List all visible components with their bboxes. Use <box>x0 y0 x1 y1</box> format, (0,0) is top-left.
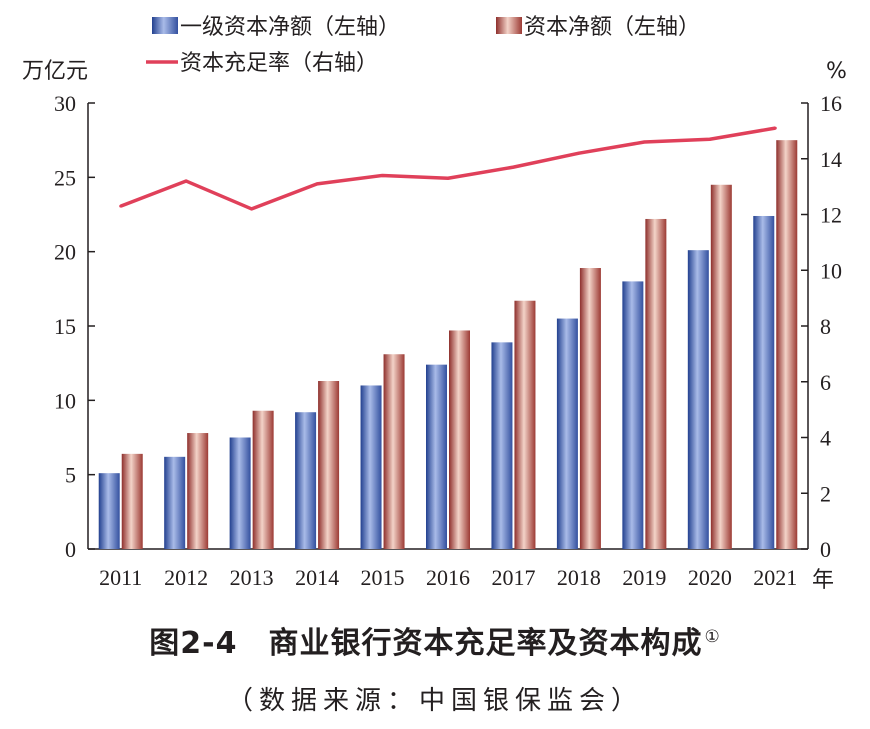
car-line-point <box>184 179 188 183</box>
legend-swatch-net-capital <box>496 17 522 34</box>
car-line-point <box>642 140 646 144</box>
x-tick-label: 2011 <box>99 565 142 590</box>
x-tick-label: 2020 <box>688 565 732 590</box>
left-tick-label: 20 <box>54 240 76 265</box>
left-tick-label: 10 <box>54 388 76 413</box>
x-tick-label: 2021 <box>753 565 797 590</box>
x-tick-label: 2012 <box>164 565 208 590</box>
legend-swatch-tier1-capital <box>152 17 178 34</box>
bar-net-capital <box>121 453 143 549</box>
bar-tier1-capital <box>164 456 186 549</box>
car-line-series <box>119 126 777 211</box>
bar-net-capital <box>449 330 470 549</box>
bar-tier1-capital <box>556 318 578 549</box>
right-tick-label: 14 <box>820 147 842 172</box>
bar-net-capital <box>252 410 274 549</box>
car-line-point <box>446 176 450 180</box>
legend-label-net-capital: 资本净额（左轴） <box>524 15 700 40</box>
right-tick-label: 8 <box>820 314 831 339</box>
x-tick-label: 2017 <box>491 565 535 590</box>
bar-tier1-capital <box>491 342 513 549</box>
left-tick-label: 5 <box>65 463 76 488</box>
x-tick-label: 2014 <box>295 565 339 590</box>
bar-tier1-capital <box>98 473 120 549</box>
bar-net-capital <box>645 218 667 549</box>
bar-tier1-capital <box>622 281 644 549</box>
right-tick-label: 16 <box>820 91 842 116</box>
car-line-point <box>708 137 712 141</box>
bar-tier1-capital <box>687 250 709 549</box>
x-tick-label: 2018 <box>557 565 601 590</box>
chart: 一级资本净额（左轴） 资本净额（左轴） 资本充足率（右轴） 万亿元 % 年 0 5… <box>22 15 847 593</box>
right-tick-label: 6 <box>820 370 831 395</box>
bar-net-capital <box>318 381 340 549</box>
bar-net-capital <box>187 433 209 549</box>
left-tick-label: 30 <box>54 91 76 116</box>
x-tick-label: 2015 <box>361 565 405 590</box>
right-tick-label: 4 <box>820 426 831 451</box>
legend-label-car: 资本充足率（右轴） <box>180 51 378 76</box>
footnote-mark: ① <box>704 627 721 647</box>
bar-net-capital <box>710 184 732 549</box>
right-tick-label: 0 <box>820 537 831 562</box>
x-tick-label: 2019 <box>622 565 666 590</box>
x-tick-label: 2016 <box>426 565 470 590</box>
bar-tier1-capital <box>229 437 251 549</box>
left-axis-ticks: 0 5 10 15 20 25 30 <box>54 91 95 562</box>
car-line-point <box>119 204 123 208</box>
bar-net-capital <box>776 140 798 549</box>
left-tick-label: 15 <box>54 314 76 339</box>
bar-net-capital <box>383 354 405 549</box>
legend: 一级资本净额（左轴） 资本净额（左轴） 资本充足率（右轴） <box>146 15 700 76</box>
car-line-point <box>381 173 385 177</box>
car-line-point <box>511 165 515 169</box>
bar-tier1-capital <box>426 364 447 549</box>
bar-tier1-capital <box>360 385 382 549</box>
x-tick-label: 2013 <box>230 565 274 590</box>
bar-tier1-capital <box>295 412 317 549</box>
left-axis-unit: 万亿元 <box>22 59 88 84</box>
x-axis-unit: 年 <box>812 568 834 593</box>
bar-net-capital <box>579 268 601 549</box>
figure-caption: 图2-4 商业银行资本充足率及资本构成 ① <box>0 618 870 662</box>
right-axis-unit: % <box>826 59 847 84</box>
left-tick-label: 0 <box>65 537 76 562</box>
bars <box>98 140 798 549</box>
car-line-point <box>250 207 254 211</box>
bar-tier1-capital <box>753 215 775 549</box>
legend-label-tier1-capital: 一级资本净额（左轴） <box>180 15 400 40</box>
figure-title: 图2-4 商业银行资本充足率及资本构成 <box>149 626 703 661</box>
right-tick-label: 12 <box>820 203 842 228</box>
bar-net-capital <box>514 300 536 549</box>
right-tick-label: 10 <box>820 258 842 283</box>
x-axis-ticks: 2011 2012 2013 2014 2015 2016 2017 2018 2019 2020… <box>99 565 797 590</box>
right-axis-ticks: 0 2 4 6 8 10 12 14 16 <box>801 91 842 562</box>
left-tick-label: 25 <box>54 165 76 190</box>
right-tick-label: 2 <box>820 481 831 506</box>
car-line-point <box>577 151 581 155</box>
data-source: （数据来源：中国银保监会） <box>226 686 643 716</box>
car-line-point <box>315 182 319 186</box>
car-line-point <box>773 126 777 130</box>
car-line <box>120 126 776 211</box>
